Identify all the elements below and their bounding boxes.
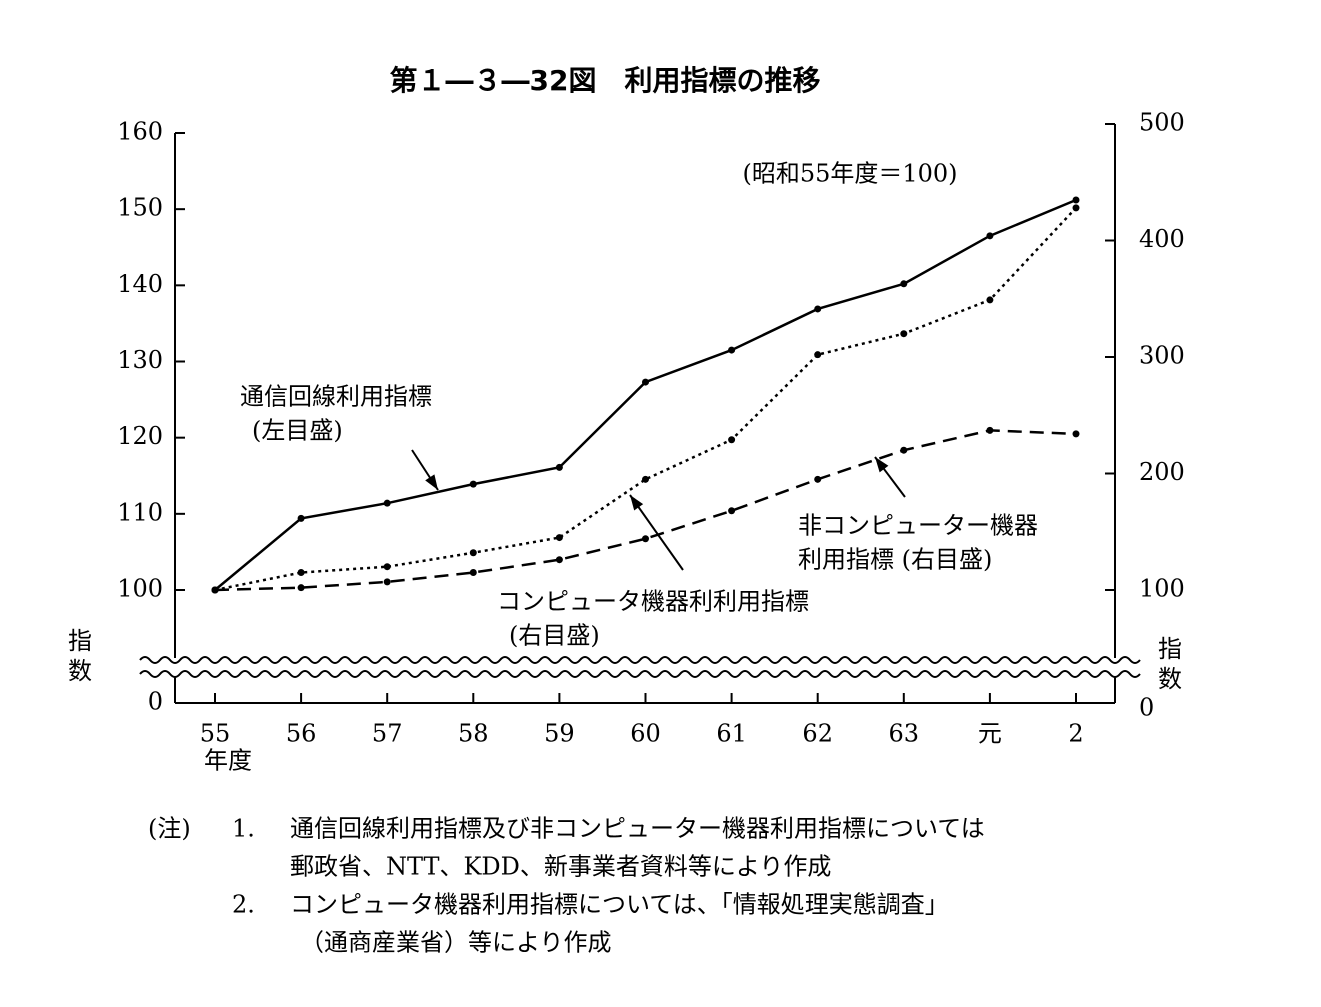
series-scale-note: (左目盛)	[252, 417, 343, 445]
note-number: 1.	[232, 815, 255, 843]
y-tick-label: 150	[117, 194, 163, 222]
data-point	[986, 232, 994, 240]
x-tick-label: 56	[286, 720, 317, 748]
data-point	[555, 556, 563, 564]
x-tick-label: 元	[978, 720, 1002, 748]
x-tick-label: 60	[630, 720, 661, 748]
axes	[174, 124, 1116, 704]
series-label: コンピュータ機器利利用指標	[497, 588, 809, 616]
note-line: コンピュータ機器利用指標については、「情報処理実態調査」	[290, 891, 949, 919]
series-scale-note: (右目盛)	[509, 622, 600, 650]
notes-label: (注)	[148, 815, 191, 843]
x-tick-label: 55	[200, 720, 231, 748]
data-point	[814, 351, 822, 359]
y2-tick-label: 500	[1139, 109, 1185, 137]
x-tick-label: 58	[458, 720, 489, 748]
data-point	[469, 569, 477, 577]
note-line: （通商産業省）等により作成	[300, 929, 612, 957]
chart-subtitle: (昭和55年度＝100)	[742, 160, 957, 188]
x-tick-label: 57	[372, 720, 403, 748]
data-point	[900, 330, 908, 338]
y-tick-label: 130	[117, 346, 163, 374]
data-point	[555, 534, 563, 542]
data-point	[469, 549, 477, 557]
data-point	[297, 514, 305, 522]
axis-break	[139, 670, 1141, 678]
y-tick-label: 160	[117, 118, 163, 146]
y-tick-label: 110	[117, 498, 163, 526]
data-point	[555, 463, 563, 471]
arrow-shaft	[629, 494, 684, 571]
arrow-head	[630, 495, 644, 511]
data-point	[297, 584, 305, 592]
arrow-head	[875, 457, 889, 473]
y2-tick-label: 300	[1139, 342, 1185, 370]
note-line: 郵政省、NTT、KDD、新事業者資料等により作成	[290, 853, 831, 881]
y2-tick-label: 100	[1139, 575, 1185, 603]
data-point	[900, 280, 908, 288]
x-tick-label: 2	[1068, 720, 1083, 748]
data-point	[728, 346, 736, 354]
data-point	[211, 586, 219, 594]
chart-title: 第１―３―32図 利用指標の推移	[390, 64, 821, 97]
data-point	[814, 475, 822, 483]
data-point	[642, 378, 649, 386]
x-tick-label: 63	[889, 720, 920, 748]
y-axis-label: 指数	[68, 627, 92, 685]
series-scale-note: 利用指標 (右目盛)	[798, 546, 992, 574]
data-point	[642, 475, 649, 483]
data-point	[469, 480, 477, 488]
data-point	[986, 426, 994, 434]
series-label: 通信回線利用指標	[240, 383, 432, 411]
y2-tick-label: 400	[1139, 225, 1185, 253]
x-axis-label: 年度	[204, 747, 252, 775]
y-tick-label: 120	[117, 422, 163, 450]
data-point	[1072, 196, 1080, 204]
data-point	[814, 305, 822, 313]
data-point	[1072, 204, 1080, 212]
note-number: 2.	[232, 891, 255, 919]
data-point	[383, 578, 391, 586]
y-tick-label: 100	[117, 575, 163, 603]
data-point	[1072, 430, 1080, 438]
x-tick-label: 62	[802, 720, 833, 748]
y-tick-label: 140	[117, 270, 163, 298]
x-tick-label: 59	[544, 720, 575, 748]
arrow-head	[425, 474, 438, 490]
y2-axis-label: 指数	[1158, 635, 1182, 693]
series-label: 非コンピューター機器	[798, 512, 1038, 540]
data-point	[383, 563, 391, 571]
y2-tick-label: 0	[1139, 694, 1154, 722]
note-line: 通信回線利用指標及び非コンピューター機器利用指標については	[290, 815, 985, 843]
series-line	[214, 429, 1077, 592]
data-point	[900, 446, 908, 454]
axis-break	[139, 656, 1141, 664]
data-point	[728, 507, 736, 515]
data-point	[642, 535, 649, 543]
data-point	[986, 296, 994, 304]
data-point	[383, 499, 391, 507]
x-tick-label: 61	[716, 720, 747, 748]
data-point	[728, 436, 736, 444]
y-tick-label: 0	[148, 688, 163, 716]
notes: (注) 1. 通信回線利用指標及び非コンピューター機器利用指標については郵政省、NT…	[148, 815, 985, 957]
y2-tick-label: 200	[1139, 458, 1185, 486]
data-point	[297, 569, 305, 577]
